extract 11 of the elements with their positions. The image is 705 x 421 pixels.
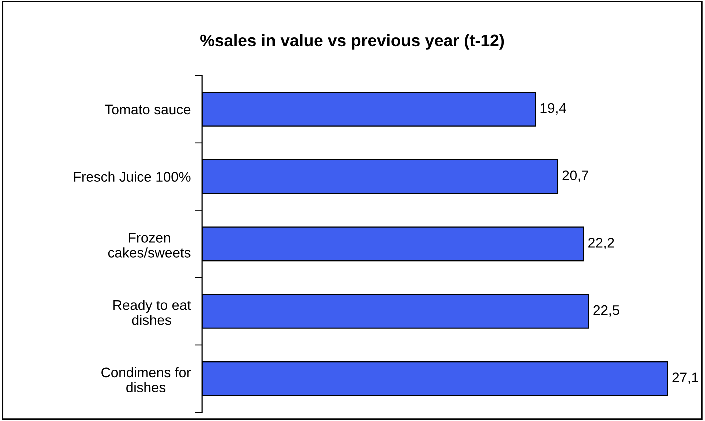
y-tick-label: Fresch Juice 100% [74, 172, 191, 182]
chart-title: %sales in value vs previous year (t-12) [200, 34, 504, 50]
data-label: 20,7 [562, 170, 588, 182]
y-tick-label: Tomato sauce [105, 104, 191, 115]
y-tick-label: Frozen cakes/sweets [108, 233, 191, 258]
y-tick-label: Ready to eat dishes [114, 300, 192, 326]
data-label: 22,5 [594, 305, 620, 317]
data-label: 27,1 [672, 372, 698, 384]
data-label: 22,2 [588, 238, 614, 250]
data-label: 19,4 [540, 103, 566, 115]
y-tick-label: Condimens for dishes [102, 367, 191, 393]
